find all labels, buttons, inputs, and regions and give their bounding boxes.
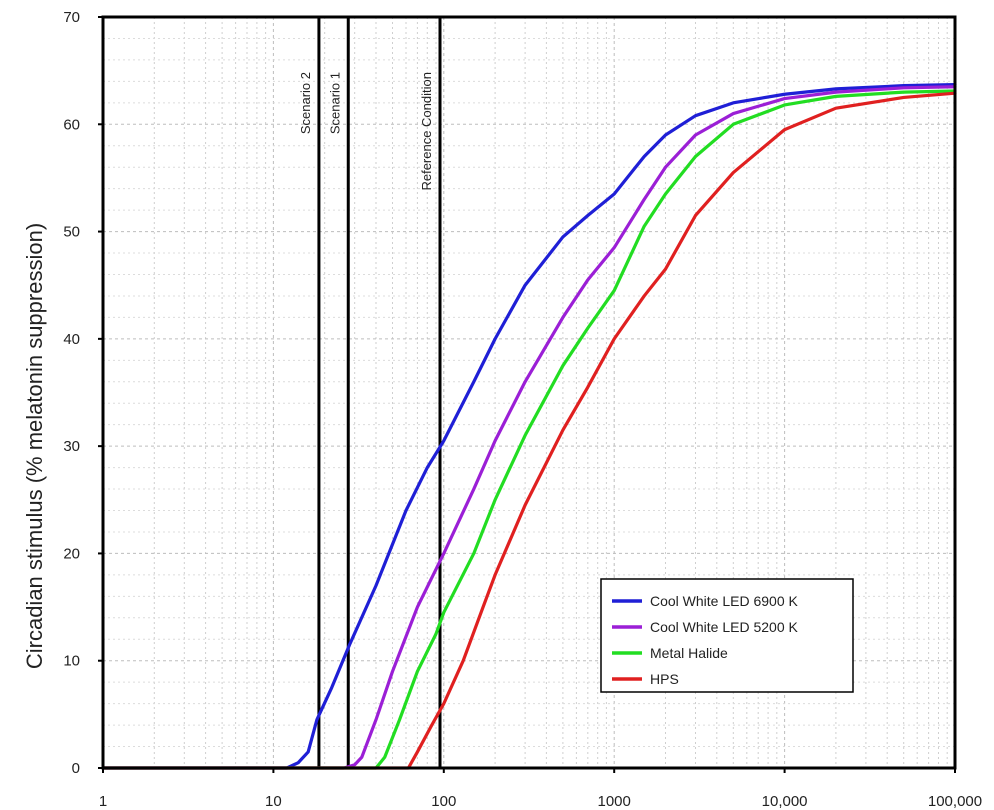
y-tick-label: 0 <box>72 760 80 777</box>
series-line <box>101 91 957 770</box>
x-axis: 1 10 100 1000 10,000 100,000 <box>99 768 982 810</box>
grid <box>102 16 956 769</box>
y-axis: 0 10 20 30 40 50 60 70 <box>63 9 103 777</box>
y-axis-label: Circadian stimulus (% melatonin suppress… <box>22 223 47 669</box>
series-line <box>101 82 957 770</box>
y-tick-label: 30 <box>63 438 80 455</box>
y-tick-label: 10 <box>63 653 80 670</box>
x-tick-label: 10 <box>265 793 282 810</box>
x-tick-label: 10,000 <box>762 793 808 810</box>
legend-label: Cool White LED 6900 K <box>650 593 799 609</box>
x-tick-label: 1000 <box>598 793 631 810</box>
series-lines <box>101 82 957 770</box>
legend: Cool White LED 6900 K Cool White LED 5200… <box>600 578 854 693</box>
y-tick-label: 60 <box>63 116 80 133</box>
y-tick-label: 50 <box>63 224 80 241</box>
x-tick-label: 100,000 <box>928 793 982 810</box>
x-tick-label: 100 <box>431 793 456 810</box>
reference-line-label: Scenario 1 <box>327 72 342 134</box>
y-tick-label: 20 <box>63 545 80 562</box>
legend-label: Metal Halide <box>650 645 728 661</box>
legend-box <box>600 578 854 693</box>
reference-line-label: Reference Condition <box>419 72 434 191</box>
reference-lines: Scenario 2 Scenario 1 Reference Condition <box>298 17 442 768</box>
series-line <box>101 89 957 770</box>
legend-label: HPS <box>650 671 679 687</box>
reference-line-label: Scenario 2 <box>298 72 313 134</box>
y-tick-label: 70 <box>63 9 80 26</box>
legend-label: Cool White LED 5200 K <box>650 619 799 635</box>
series-line <box>101 85 957 770</box>
x-tick-label: 1 <box>99 793 107 810</box>
y-tick-label: 40 <box>63 331 80 348</box>
plot-frame <box>101 15 957 770</box>
